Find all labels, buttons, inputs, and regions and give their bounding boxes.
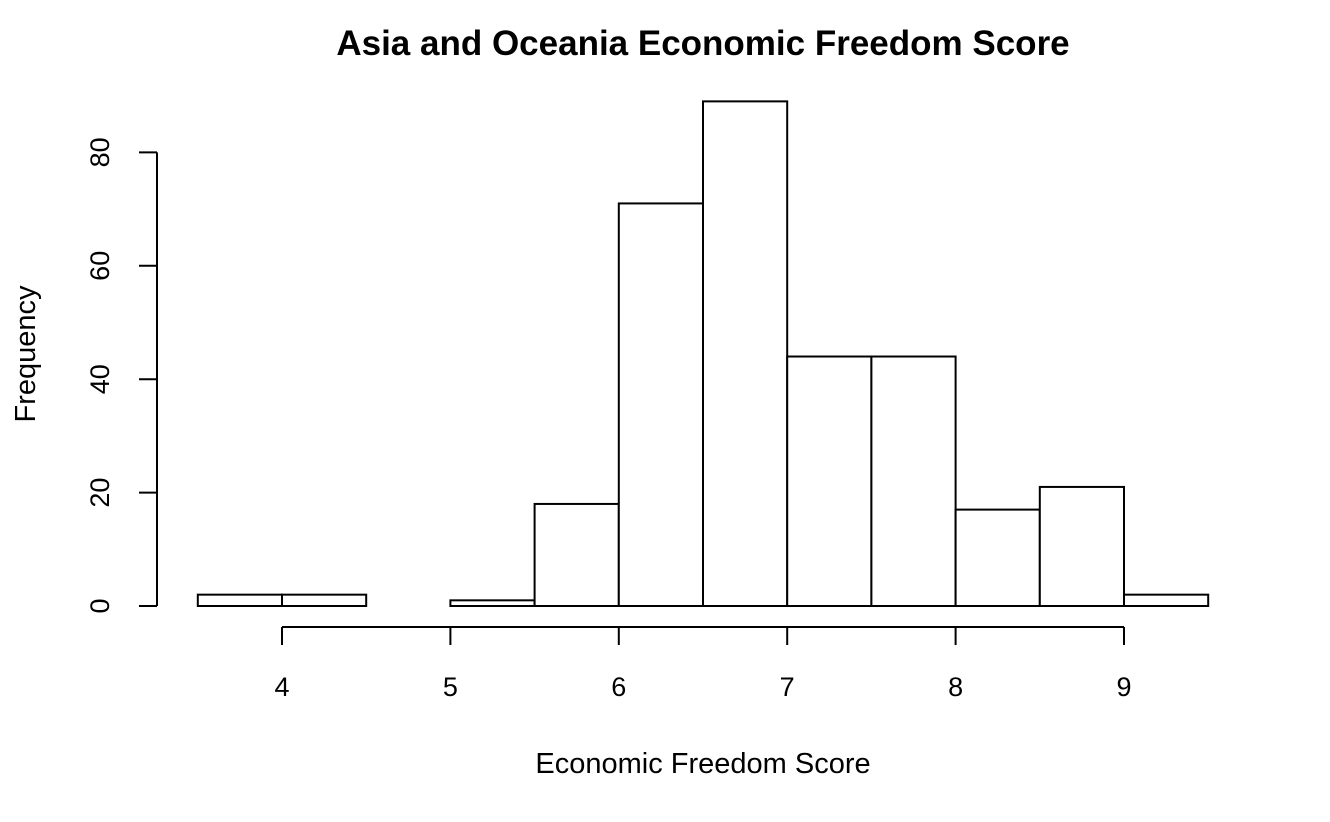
histogram-bars [196, 100, 1210, 608]
y-tick-label: 40 [85, 364, 115, 394]
y-tick-label: 80 [85, 137, 115, 167]
x-axis: 4 5 6 7 8 9 [274, 626, 1132, 702]
x-tick-label: 5 [443, 672, 458, 702]
histogram-bar [196, 593, 283, 607]
x-axis-label: Economic Freedom Score [535, 748, 870, 780]
histogram-bar [1123, 593, 1210, 607]
histogram-bar [870, 355, 957, 607]
x-tick-label: 9 [1116, 672, 1131, 702]
x-tick-label: 4 [274, 672, 289, 702]
histogram-bar [786, 355, 873, 607]
histogram-bar [1038, 485, 1126, 607]
histogram-bar [702, 100, 789, 608]
histogram-bar [449, 599, 536, 608]
x-tick-label: 6 [611, 672, 626, 702]
y-axis-label: Frequency [10, 285, 42, 423]
histogram-bar [281, 593, 368, 607]
y-tick-label: 0 [85, 598, 115, 613]
chart-title: Asia and Oceania Economic Freedom Score [336, 24, 1069, 63]
x-tick-label: 7 [780, 672, 795, 702]
histogram-bar [617, 202, 704, 607]
y-tick-label: 60 [85, 251, 115, 281]
y-tick-label: 20 [85, 478, 115, 508]
x-tick-label: 8 [948, 672, 963, 702]
y-axis: 0 20 40 60 80 [85, 137, 158, 614]
histogram-bar [954, 508, 1041, 607]
histogram-bar [533, 502, 620, 607]
